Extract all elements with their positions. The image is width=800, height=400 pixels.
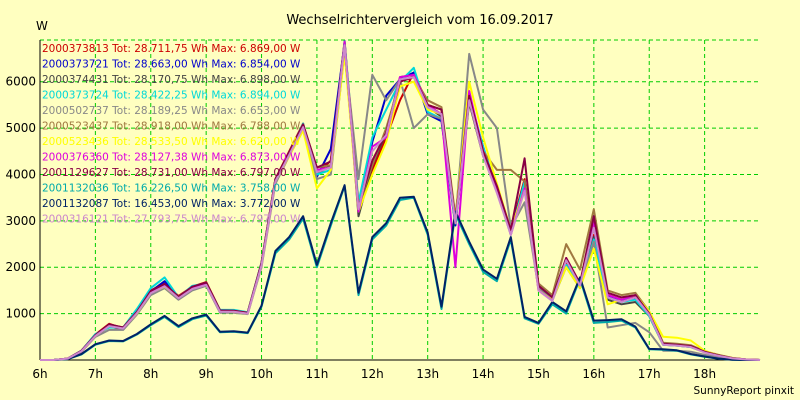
x-tick-label: 18h bbox=[693, 367, 716, 381]
legend-entry-2001132087: 2001132087 Tot: 16.453,00 Wh Max: 3.772,… bbox=[42, 198, 301, 210]
legend-entry-2001132036: 2001132036 Tot: 16.226,50 Wh Max: 3.758,… bbox=[42, 183, 301, 195]
x-tick-label: 9h bbox=[199, 367, 214, 381]
x-tick-label: 14h bbox=[472, 367, 495, 381]
y-axis-label: W bbox=[36, 19, 48, 33]
legend-entry-2000502737: 2000502737 Tot: 28.189,25 Wh Max: 6.653,… bbox=[42, 105, 301, 117]
y-tick-label: 4000 bbox=[5, 167, 36, 181]
x-tick-label: 7h bbox=[88, 367, 103, 381]
x-tick-label: 6h bbox=[32, 367, 47, 381]
x-tick-label: 13h bbox=[416, 367, 439, 381]
x-tick-label: 15h bbox=[527, 367, 550, 381]
legend-entry-2000523437: 2000523437 Tot: 28.918,00 Wh Max: 6.788,… bbox=[42, 121, 301, 133]
x-tick-label: 16h bbox=[582, 367, 605, 381]
y-tick-label: 6000 bbox=[5, 75, 36, 89]
footer-credit: SunnyReport pinxit bbox=[694, 385, 794, 397]
legend-entry-2000316121: 2000316121 Tot: 27.793,75 Wh Max: 6.797,… bbox=[42, 214, 301, 226]
chart-title: Wechselrichtervergleich vom 16.09.2017 bbox=[286, 13, 553, 28]
legend-entry-2000373721: 2000373721 Tot: 28.663,00 Wh Max: 6.854,… bbox=[42, 59, 301, 71]
legend-entry-2000374431: 2000374431 Tot: 28.170,75 Wh Max: 6.898,… bbox=[42, 74, 301, 86]
series-lines bbox=[40, 39, 761, 361]
x-tick-label: 8h bbox=[143, 367, 158, 381]
tick-labels: 6h 7h 8h 9h 10h 11h 12h 13h 14h 15h 16h 17h 18h 1000 2… bbox=[5, 75, 716, 381]
legend-entry-2000373724: 2000373724 Tot: 28.422,25 Wh Max: 6.894,… bbox=[42, 90, 301, 102]
legend-entry-2000373813: 2000373813 Tot: 28.711,75 Wh Max: 6.869,… bbox=[42, 43, 301, 55]
legend-entry-2000376360: 2000376360 Tot: 28.127,38 Wh Max: 6.873,… bbox=[42, 152, 301, 164]
x-tick-label: 17h bbox=[638, 367, 661, 381]
grid bbox=[40, 39, 760, 360]
y-tick-label: 3000 bbox=[5, 214, 36, 228]
x-tick-label: 10h bbox=[250, 367, 273, 381]
y-tick-label: 2000 bbox=[5, 260, 36, 274]
legend-entry-2000523436: 2000523436 Tot: 28.533,50 Wh Max: 6.620,… bbox=[42, 136, 301, 148]
axes bbox=[39, 40, 760, 361]
series-line-2001132087 bbox=[40, 184, 760, 361]
legend: 2000373813 Tot: 28.711,75 Wh Max: 6.869,… bbox=[42, 43, 301, 226]
series-line-2000316121 bbox=[40, 44, 761, 361]
x-tick-label: 12h bbox=[361, 367, 384, 381]
y-tick-label: 5000 bbox=[5, 121, 36, 135]
x-tick-label: 11h bbox=[305, 367, 328, 381]
y-tick-label: 1000 bbox=[5, 307, 36, 321]
legend-entry-2001129627: 2001129627 Tot: 28.731,00 Wh Max: 6.797,… bbox=[42, 167, 301, 179]
